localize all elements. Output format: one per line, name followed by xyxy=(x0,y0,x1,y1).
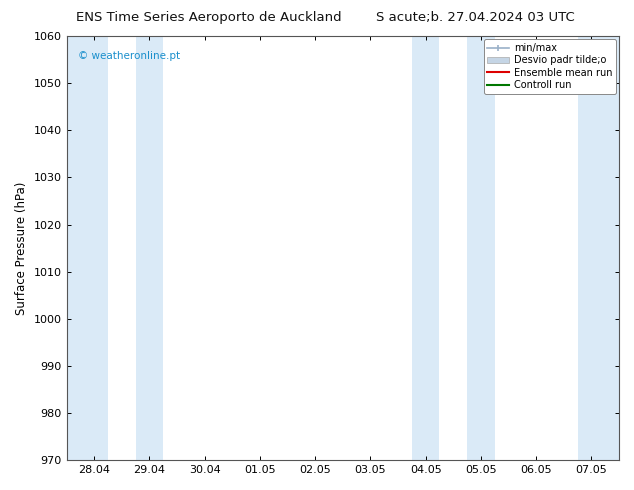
Text: S acute;b. 27.04.2024 03 UTC: S acute;b. 27.04.2024 03 UTC xyxy=(376,11,575,24)
Bar xyxy=(136,36,163,460)
Bar xyxy=(67,36,108,460)
Y-axis label: Surface Pressure (hPa): Surface Pressure (hPa) xyxy=(15,181,28,315)
Text: ENS Time Series Aeroporto de Auckland: ENS Time Series Aeroporto de Auckland xyxy=(77,11,342,24)
Bar xyxy=(578,36,619,460)
Bar xyxy=(467,36,495,460)
Bar xyxy=(412,36,439,460)
Legend: min/max, Desvio padr tilde;o, Ensemble mean run, Controll run: min/max, Desvio padr tilde;o, Ensemble m… xyxy=(484,39,616,94)
Text: © weatheronline.pt: © weatheronline.pt xyxy=(77,51,179,61)
